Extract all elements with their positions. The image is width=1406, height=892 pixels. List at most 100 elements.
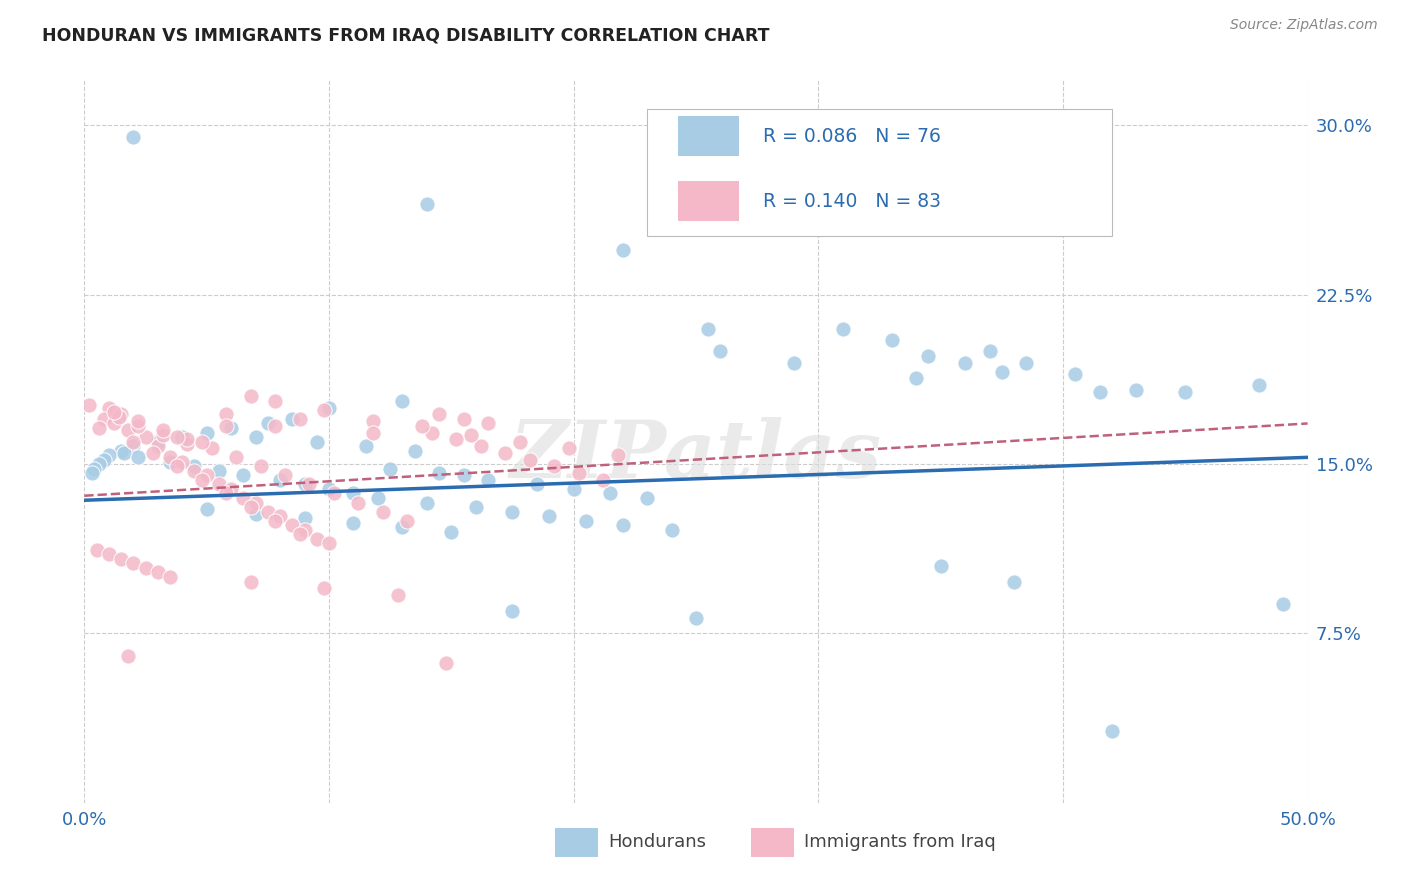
Point bbox=[460, 427, 482, 442]
Point bbox=[127, 450, 149, 465]
Point bbox=[502, 504, 524, 518]
Point bbox=[232, 468, 254, 483]
Point bbox=[831, 321, 853, 335]
Point bbox=[288, 412, 311, 426]
Point bbox=[195, 502, 218, 516]
Point bbox=[93, 452, 115, 467]
Point bbox=[396, 514, 419, 528]
Bar bbox=[751, 828, 794, 857]
Point bbox=[93, 412, 115, 426]
Point bbox=[239, 500, 262, 514]
Point bbox=[558, 442, 581, 456]
Point bbox=[103, 405, 125, 419]
Point bbox=[191, 434, 214, 449]
Point bbox=[152, 427, 174, 442]
Text: HONDURAN VS IMMIGRANTS FROM IRAQ DISABILITY CORRELATION CHART: HONDURAN VS IMMIGRANTS FROM IRAQ DISABIL… bbox=[42, 27, 769, 45]
Point bbox=[477, 417, 499, 431]
Point bbox=[929, 558, 952, 573]
Point bbox=[416, 197, 439, 211]
Text: Hondurans: Hondurans bbox=[607, 833, 706, 851]
Point bbox=[318, 401, 340, 415]
Point bbox=[567, 466, 589, 480]
Point bbox=[361, 414, 384, 428]
Point bbox=[404, 443, 426, 458]
Point bbox=[477, 473, 499, 487]
Point bbox=[112, 446, 135, 460]
Point bbox=[239, 389, 262, 403]
Point bbox=[215, 408, 238, 422]
Point bbox=[991, 365, 1014, 379]
Point bbox=[453, 412, 475, 426]
Point bbox=[575, 514, 598, 528]
Point bbox=[305, 532, 328, 546]
Point bbox=[305, 434, 328, 449]
Point bbox=[1064, 367, 1087, 381]
Point bbox=[509, 434, 531, 449]
Point bbox=[494, 446, 516, 460]
Point bbox=[269, 473, 291, 487]
Point bbox=[354, 439, 377, 453]
Point bbox=[152, 423, 174, 437]
Point bbox=[502, 604, 524, 618]
Point bbox=[416, 495, 439, 509]
Point bbox=[1088, 384, 1111, 399]
Bar bbox=[678, 181, 738, 221]
Point bbox=[249, 459, 271, 474]
Bar bbox=[555, 828, 598, 857]
Point bbox=[135, 561, 157, 575]
Point bbox=[172, 430, 194, 444]
Point bbox=[86, 542, 108, 557]
Point bbox=[880, 333, 903, 347]
Point bbox=[281, 518, 304, 533]
Point bbox=[342, 486, 364, 500]
Point bbox=[127, 414, 149, 428]
Text: R = 0.140   N = 83: R = 0.140 N = 83 bbox=[763, 192, 941, 211]
Point bbox=[612, 243, 634, 257]
Point bbox=[543, 459, 565, 474]
Point bbox=[427, 408, 450, 422]
Point bbox=[264, 393, 287, 408]
Point bbox=[298, 477, 321, 491]
Point bbox=[208, 477, 231, 491]
Point bbox=[195, 425, 218, 440]
Point bbox=[318, 482, 340, 496]
Point bbox=[110, 408, 132, 422]
Point bbox=[453, 468, 475, 483]
Point bbox=[318, 536, 340, 550]
Point bbox=[1272, 597, 1295, 611]
Point bbox=[420, 425, 443, 440]
Point bbox=[176, 432, 198, 446]
Point bbox=[200, 442, 222, 456]
Point bbox=[122, 557, 145, 571]
Point bbox=[294, 511, 316, 525]
Point bbox=[269, 509, 291, 524]
Point bbox=[97, 448, 120, 462]
Point bbox=[110, 443, 132, 458]
Point bbox=[391, 520, 413, 534]
Point bbox=[97, 401, 120, 415]
Point bbox=[77, 398, 100, 412]
FancyBboxPatch shape bbox=[647, 109, 1112, 235]
Point bbox=[1101, 723, 1123, 738]
Point bbox=[661, 523, 683, 537]
Point bbox=[87, 457, 110, 471]
Point bbox=[245, 495, 267, 509]
Point bbox=[166, 430, 188, 444]
Point bbox=[562, 482, 585, 496]
Point bbox=[599, 486, 621, 500]
Point bbox=[526, 477, 548, 491]
Point bbox=[361, 425, 384, 440]
Point bbox=[685, 610, 707, 624]
Point bbox=[117, 423, 139, 437]
Point bbox=[470, 439, 492, 453]
Point bbox=[159, 455, 181, 469]
Point bbox=[464, 500, 486, 514]
Point bbox=[110, 552, 132, 566]
Point bbox=[127, 418, 149, 433]
Point bbox=[1174, 384, 1197, 399]
Point bbox=[135, 430, 157, 444]
Point bbox=[264, 514, 287, 528]
Point bbox=[314, 403, 336, 417]
Point bbox=[294, 477, 316, 491]
Text: ZIPatlas: ZIPatlas bbox=[510, 417, 882, 495]
